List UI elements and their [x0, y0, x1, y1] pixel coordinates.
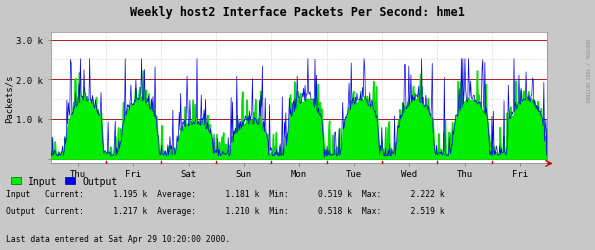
- Text: RRDTOOL / TOBI OETIKER: RRDTOOL / TOBI OETIKER: [585, 38, 590, 102]
- Text: Output  Current:      1.217 k  Average:      1.210 k  Min:      0.518 k  Max:   : Output Current: 1.217 k Average: 1.210 k…: [6, 206, 444, 215]
- Text: Input   Current:      1.195 k  Average:      1.181 k  Min:      0.519 k  Max:   : Input Current: 1.195 k Average: 1.181 k …: [6, 189, 444, 198]
- Legend: Input, Output: Input, Output: [11, 176, 118, 186]
- Y-axis label: Packets/s: Packets/s: [4, 74, 13, 122]
- Text: Weekly host2 Interface Packets Per Second: hme1: Weekly host2 Interface Packets Per Secon…: [130, 6, 465, 19]
- Text: Last data entered at Sat Apr 29 10:20:00 2000.: Last data entered at Sat Apr 29 10:20:00…: [6, 234, 230, 243]
